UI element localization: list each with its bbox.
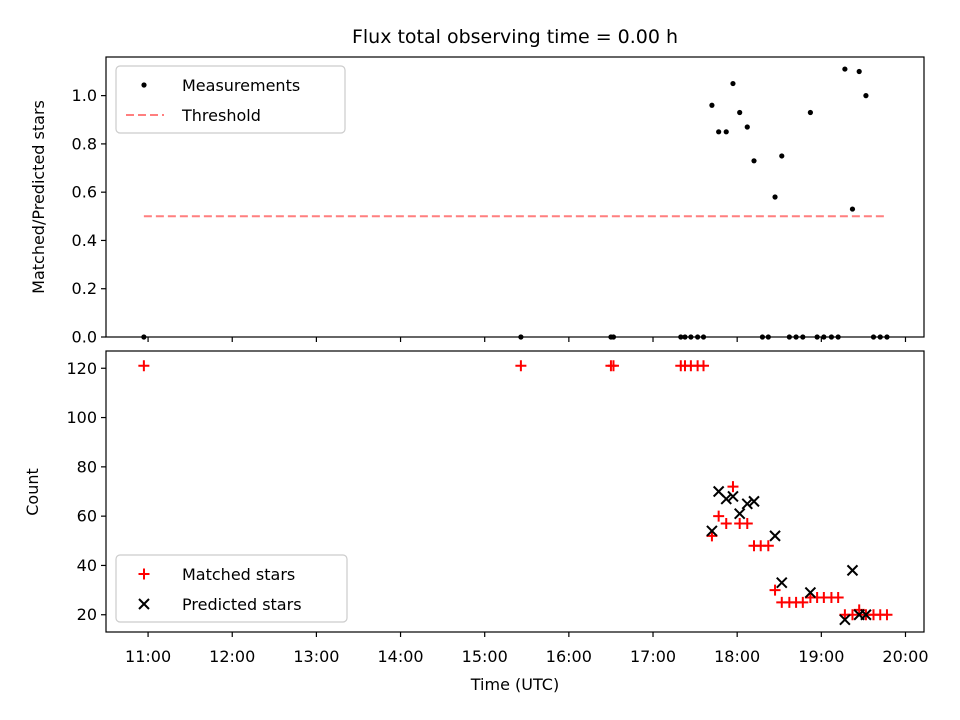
legend-marker-plus [138,568,150,580]
x-tick-label: 12:00 [209,647,255,666]
bottom-x-ticks: 11:00 12:00 13:00 14:00 15:00 16:00 17:00 18:00… [125,632,929,666]
x-tick-label: 13:00 [293,647,339,666]
y-tick-label: 0.0 [72,328,97,347]
measurement-point [807,109,813,116]
predicted-star-point [720,493,732,505]
x-tick-label: 14:00 [377,647,423,666]
predicted-star-point [846,564,859,577]
y-tick-label: 20 [77,605,97,624]
matched-star-point [720,518,732,530]
measurement-point [723,129,729,135]
measurement-point [751,158,757,164]
bottom-legend: Matched stars Predicted stars [115,554,348,623]
legend-label: Predicted stars [182,595,302,614]
measurement-point [849,206,856,212]
y-tick-label: 0.4 [72,231,97,250]
measurement-point [709,102,715,108]
y-tick-label: 40 [77,556,97,575]
measurement-point [842,66,848,72]
predicted-star-point [727,490,739,503]
legend-box [115,554,348,623]
predicted-star-point [706,525,718,537]
matched-star-point [832,591,844,603]
x-tick-label: 15:00 [462,647,508,666]
x-tick-label: 16:00 [546,647,592,666]
top-legend: Measurements Threshold [115,65,346,134]
x-tick-label: 18:00 [714,647,760,666]
matched-star-point [727,481,739,493]
predicted-star-point [748,495,760,508]
measurement-point [779,153,785,159]
matched-star-point [713,510,725,522]
chart-title: Flux total observing time = 0.00 h [352,26,678,48]
top-y-axis-label: Matched/Predicted stars [29,100,48,294]
measurement-point [772,194,778,200]
y-tick-label: 0.6 [72,183,97,202]
predicted-star-point [769,530,781,542]
legend-label: Matched stars [182,565,295,584]
measurement-point [744,124,750,130]
top-x-ticks [147,337,907,342]
bottom-y-ticks: 20 40 60 80 100 120 [66,359,106,624]
matched-star-point [762,540,774,552]
measurement-point [716,129,722,135]
matched-star-point [769,584,781,596]
x-tick-label: 17:00 [630,647,676,666]
matched-star-point [797,596,809,608]
legend-marker-dot [141,82,147,88]
top-panel: 0.0 0.2 0.4 0.6 0.8 1.0 [72,56,925,347]
y-tick-label: 80 [77,457,97,476]
y-tick-label: 100 [66,408,97,427]
top-y-ticks: 0.0 0.2 0.4 0.6 0.8 1.0 [72,86,106,347]
predicted-star-point [804,586,817,599]
matched-star-point [698,360,710,372]
matched-star-point [607,360,619,372]
y-tick-label: 120 [66,359,97,378]
bottom-y-axis-label: Count [23,468,42,516]
matched-star-point [138,360,150,372]
legend-label: Threshold [181,106,261,125]
bottom-series-0 [138,360,893,621]
x-tick-label: 20:00 [882,647,928,666]
x-tick-label: 19:00 [798,647,844,666]
bottom-plot-area [138,360,893,626]
bottom-axes-frame [105,350,925,633]
measurement-point [863,93,869,99]
predicted-star-point [860,609,872,621]
predicted-star-point [741,498,753,510]
y-tick-label: 60 [77,507,97,526]
y-tick-label: 0.2 [72,279,97,298]
x-axis-label: Time (UTC) [470,675,559,694]
legend-marker-x [138,598,150,610]
x-tick-label: 11:00 [125,647,171,666]
matched-star-point [881,609,893,621]
bottom-series-1 [706,485,872,626]
legend-label: Measurements [182,76,300,95]
legend-box [115,65,346,134]
y-tick-label: 0.8 [72,134,97,153]
predicted-star-point [839,613,851,626]
predicted-star-point [733,507,746,520]
measurement-point [856,68,862,75]
matched-star-point [741,518,753,530]
matched-star-point [515,360,527,372]
top-axes-frame [105,56,925,338]
y-tick-label: 1.0 [72,86,97,105]
predicted-star-point [776,576,788,589]
measurement-point [730,80,736,87]
measurement-point [737,109,743,116]
